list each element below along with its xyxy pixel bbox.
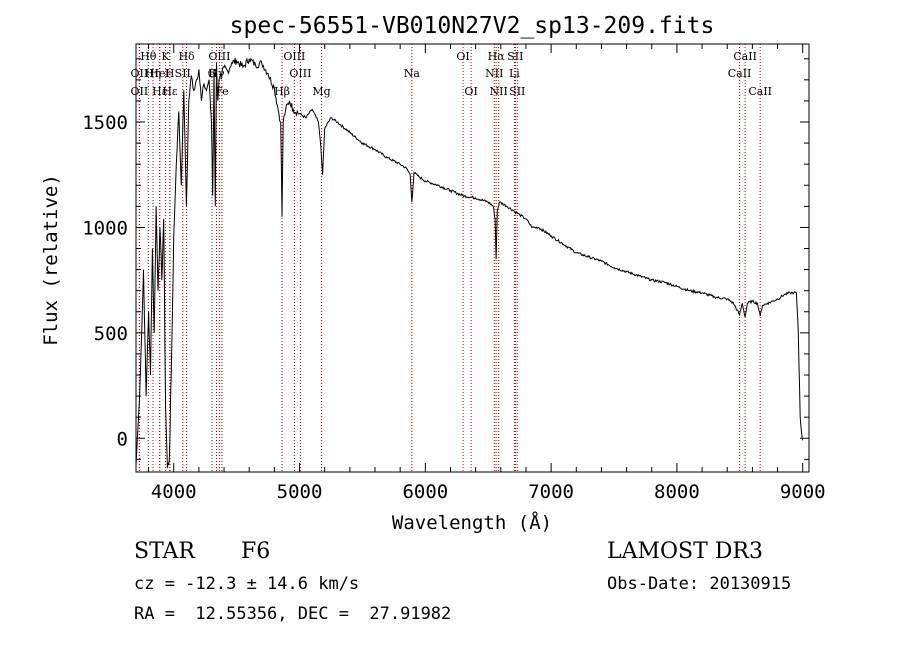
line-label: Hδ xyxy=(178,50,195,63)
x-tick-label: 4000 xyxy=(151,481,197,503)
line-label: Mg xyxy=(312,85,330,98)
line-label: Hα xyxy=(488,50,506,63)
line-label: Hβ xyxy=(274,85,290,98)
obs-date: Obs-Date: 20130915 xyxy=(607,574,792,594)
line-label: OIII xyxy=(208,50,230,63)
plot-frame xyxy=(135,43,810,473)
line-label: OI xyxy=(464,85,477,98)
line-label: Li xyxy=(509,67,520,80)
line-label: CaII xyxy=(748,85,772,98)
line-label: Hε xyxy=(162,85,178,98)
redshift-info: cz = -12.3 ± 14.6 km/s xyxy=(134,574,360,594)
line-label: OIII xyxy=(283,50,305,63)
line-label: K xyxy=(161,50,170,63)
y-tick-label: 1500 xyxy=(82,112,128,134)
survey-label: LAMOST DR3 xyxy=(607,539,763,564)
line-label: NII xyxy=(490,85,508,98)
line-label: SII xyxy=(507,50,523,63)
line-label: Hθ xyxy=(140,50,157,63)
object-subclass: F6 xyxy=(241,539,271,564)
axis-ticks: 4000 5000 6000 7000 8000 9000 0 500 1000 1500 xyxy=(82,44,826,503)
line-label: SII xyxy=(175,67,191,80)
line-label: G xyxy=(208,67,217,80)
line-label: OII xyxy=(131,67,149,80)
spectrum-chart: spec-56551-VB010N27V2_sp13-209.fits Hθ OI… xyxy=(40,13,826,534)
line-label: Hε xyxy=(152,85,168,98)
x-tick-label: 9000 xyxy=(780,481,826,503)
line-label: H xyxy=(165,67,175,80)
object-class: STAR xyxy=(134,539,195,564)
y-tick-label: 1000 xyxy=(82,217,128,239)
line-label: OII xyxy=(131,85,149,98)
line-label: Na xyxy=(404,67,421,80)
line-label: Hη xyxy=(145,67,161,80)
line-label: OIII xyxy=(289,67,311,80)
spectrum-line xyxy=(135,57,804,468)
x-tick-label: 5000 xyxy=(277,481,323,503)
y-tick-label: 0 xyxy=(117,428,128,450)
y-axis-label: Flux (relative) xyxy=(40,174,62,346)
x-axis-label: Wavelength (Å) xyxy=(392,511,552,534)
x-tick-label: 7000 xyxy=(528,481,574,503)
line-label: SII xyxy=(509,85,525,98)
line-label: OI xyxy=(456,50,469,63)
line-label: HeI xyxy=(149,67,169,80)
line-label: NII xyxy=(485,67,503,80)
x-tick-label: 8000 xyxy=(654,481,700,503)
chart-title: spec-56551-VB010N27V2_sp13-209.fits xyxy=(230,13,715,39)
line-label: CaII xyxy=(733,50,757,63)
ra-dec: RA = 12.55356, DEC = 27.91982 xyxy=(134,604,452,624)
x-tick-label: 6000 xyxy=(402,481,448,503)
line-label: CaII xyxy=(728,67,752,80)
y-tick-label: 500 xyxy=(94,323,128,345)
